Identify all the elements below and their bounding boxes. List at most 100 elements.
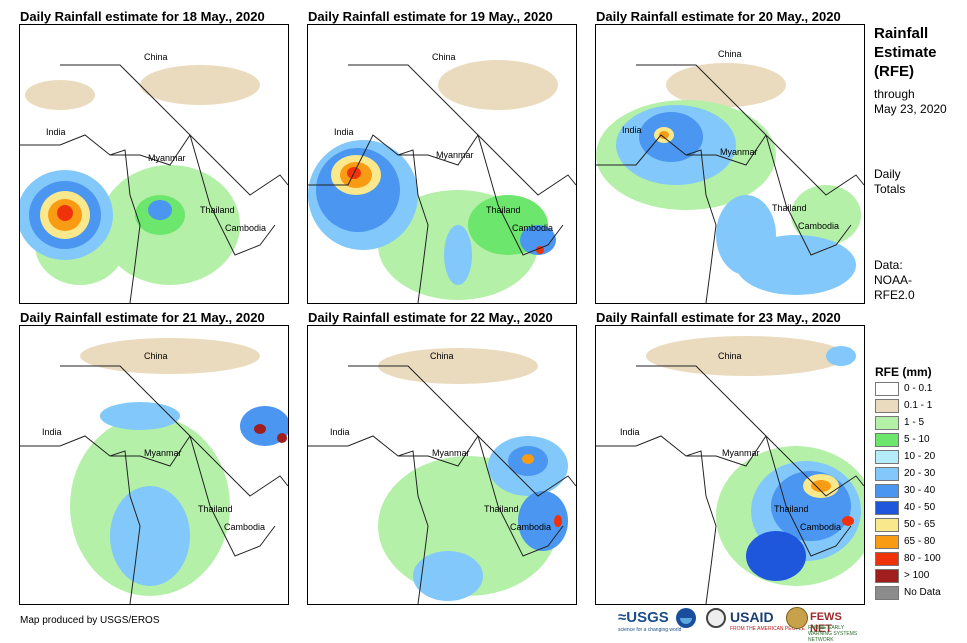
label-thailand: Thailand xyxy=(774,504,809,514)
label-thailand: Thailand xyxy=(486,205,521,215)
rainfall-map-2 xyxy=(308,60,576,303)
legend-item: 80 - 100 xyxy=(875,552,965,567)
usgs-logo: ≈USGS xyxy=(618,609,669,626)
fews-net-logo: FEWS NET xyxy=(810,611,842,635)
legend-item: 50 - 65 xyxy=(875,518,965,533)
fews-net-tagline: FAMINE EARLY WARNING SYSTEMS NETWORK xyxy=(808,625,858,643)
map-panel-4: China India Myanmar Thailand Cambodia xyxy=(19,325,289,605)
label-china: China xyxy=(430,351,454,361)
data-source: Data: NOAA- RFE2.0 xyxy=(874,258,915,303)
legend-label: 1 - 5 xyxy=(904,417,925,428)
label-china: China xyxy=(144,52,168,62)
rainfall-map-4 xyxy=(20,338,288,604)
seal-icon xyxy=(706,608,726,628)
logo-strip: ≈USGS science for a changing world USAID… xyxy=(618,606,863,643)
label-india: India xyxy=(330,427,350,437)
legend-swatch xyxy=(875,535,899,549)
legend-title: RFE (mm) xyxy=(875,365,932,379)
legend-label: 10 - 20 xyxy=(904,451,936,462)
legend-swatch xyxy=(875,416,899,430)
label-thailand: Thailand xyxy=(772,203,807,213)
label-china: China xyxy=(718,351,742,361)
label-cambodia: Cambodia xyxy=(800,522,842,532)
usaid-logo: USAID xyxy=(730,609,774,625)
label-myanmar: Myanmar xyxy=(722,448,760,458)
legend-label: 65 - 80 xyxy=(904,536,936,547)
noaa-logo-icon xyxy=(676,608,696,628)
rainfall-map-3 xyxy=(596,63,864,303)
label-china: China xyxy=(718,49,742,59)
label-india: India xyxy=(334,127,354,137)
date-label: May 23, 2020 xyxy=(874,102,947,116)
legend-swatch xyxy=(875,569,899,583)
map-panel-5: China India Myanmar Thailand Cambodia xyxy=(307,325,577,605)
totals-label: Totals xyxy=(874,182,906,196)
usaid-tagline: FROM THE AMERICAN PEOPLE xyxy=(730,626,805,632)
map-credit: Map produced by USGS/EROS xyxy=(20,615,160,626)
legend-swatch xyxy=(875,467,899,481)
label-cambodia: Cambodia xyxy=(798,221,840,231)
panel-title-1: Daily Rainfall estimate for 18 May., 202… xyxy=(20,9,265,24)
legend-label: 80 - 100 xyxy=(904,553,941,564)
label-thailand: Thailand xyxy=(484,504,519,514)
legend-item: 0 - 0.1 xyxy=(875,382,965,397)
title-line-3: (RFE) xyxy=(874,63,914,80)
daily-totals: Daily Totals xyxy=(874,167,905,197)
legend-label: No Data xyxy=(904,587,941,598)
title-line-2: Estimate xyxy=(874,44,937,61)
map-panel-1: China India Myanmar Thailand Cambodia xyxy=(19,24,289,304)
legend-swatch xyxy=(875,399,899,413)
legend-item: 10 - 20 xyxy=(875,450,965,465)
label-myanmar: Myanmar xyxy=(144,448,182,458)
legend-label: 40 - 50 xyxy=(904,502,936,513)
legend-label: 0 - 0.1 xyxy=(904,383,933,394)
fews-net-emblem-icon xyxy=(786,607,808,629)
label-china: China xyxy=(432,52,456,62)
source-line-1: NOAA- xyxy=(874,273,913,287)
panel-title-3: Daily Rainfall estimate for 20 May., 202… xyxy=(596,9,841,24)
label-cambodia: Cambodia xyxy=(512,223,554,233)
legend-swatch xyxy=(875,382,899,396)
rainfall-map-5 xyxy=(308,348,576,604)
legend-swatch xyxy=(875,501,899,515)
legend-label: 0.1 - 1 xyxy=(904,400,933,411)
label-cambodia: Cambodia xyxy=(225,223,267,233)
panel-title-6: Daily Rainfall estimate for 23 May., 202… xyxy=(596,310,841,325)
legend-swatch xyxy=(875,433,899,447)
legend-item: 30 - 40 xyxy=(875,484,965,499)
data-label: Data: xyxy=(874,258,903,272)
label-myanmar: Myanmar xyxy=(720,147,758,157)
sidebar-title: Rainfall Estimate (RFE) xyxy=(874,24,937,81)
map-panel-2: China India Myanmar Thailand Cambodia xyxy=(307,24,577,304)
legend-label: 50 - 65 xyxy=(904,519,936,530)
legend-label: 30 - 40 xyxy=(904,485,936,496)
legend-swatch xyxy=(875,518,899,532)
usgs-tagline: science for a changing world xyxy=(618,627,682,633)
through-label: through xyxy=(874,87,915,101)
through-date: through May 23, 2020 xyxy=(874,87,947,117)
label-thailand: Thailand xyxy=(200,205,235,215)
panel-title-2: Daily Rainfall estimate for 19 May., 202… xyxy=(308,9,553,24)
legend-swatch xyxy=(875,552,899,566)
label-myanmar: Myanmar xyxy=(148,153,186,163)
map-panel-6: China India Myanmar Thailand Cambodia xyxy=(595,325,865,605)
map-panel-3: China India Myanmar Thailand Cambodia xyxy=(595,24,865,304)
legend-item: 1 - 5 xyxy=(875,416,965,431)
label-india: India xyxy=(622,125,642,135)
label-china: China xyxy=(144,351,168,361)
daily-label: Daily xyxy=(874,167,901,181)
label-cambodia: Cambodia xyxy=(224,522,266,532)
legend-label: > 100 xyxy=(904,570,930,581)
label-india: India xyxy=(46,127,66,137)
panel-title-4: Daily Rainfall estimate for 21 May., 202… xyxy=(20,310,265,325)
label-myanmar: Myanmar xyxy=(432,448,470,458)
legend-item: No Data xyxy=(875,586,965,601)
panel-title-5: Daily Rainfall estimate for 22 May., 202… xyxy=(308,310,553,325)
label-myanmar: Myanmar xyxy=(436,150,474,160)
label-india: India xyxy=(620,427,640,437)
legend-swatch xyxy=(875,450,899,464)
label-india: India xyxy=(42,427,62,437)
legend-label: 5 - 10 xyxy=(904,434,930,445)
legend-item: > 100 xyxy=(875,569,965,584)
rainfall-map-1 xyxy=(20,64,288,303)
